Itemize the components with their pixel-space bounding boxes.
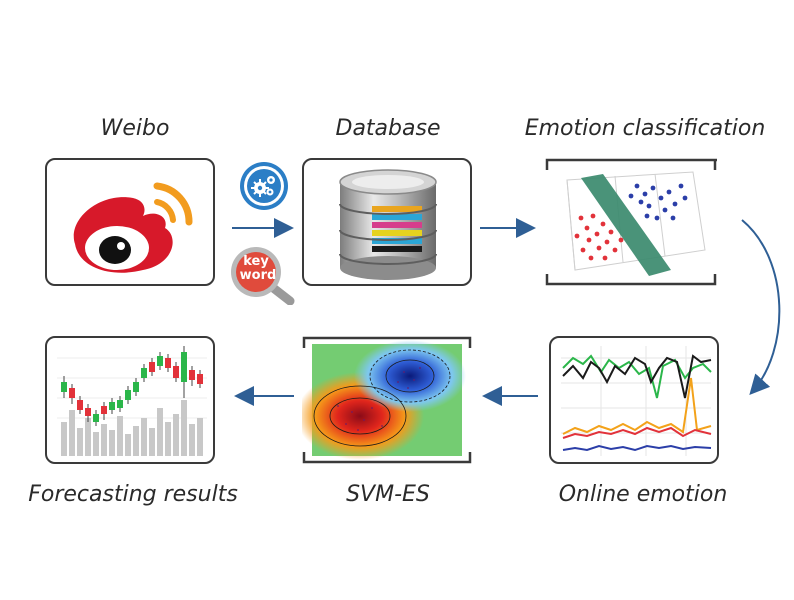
label-emotion-classification: Emotion classification: [524, 116, 766, 141]
online-emotion-panel: [549, 336, 719, 464]
keyword-magnifier-icon: key word: [226, 245, 302, 305]
label-weibo: Weibo: [100, 116, 170, 141]
label-forecasting-results: Forecasting results: [28, 482, 238, 507]
emotion-classification-panel: [545, 158, 717, 286]
weibo-logo-icon: [73, 182, 193, 273]
database-cylinder-icon: [339, 169, 437, 280]
label-online-emotion: Online emotion: [558, 482, 728, 507]
weibo-panel: [45, 158, 215, 286]
label-database: Database: [335, 116, 441, 141]
gear-cluster-icon: [240, 162, 288, 210]
arrow-classification-to-online: [741, 219, 781, 395]
keyword-badge-line1: key: [243, 254, 269, 269]
keyword-badge-line2: word: [239, 268, 277, 283]
database-panel: [302, 158, 472, 286]
svm-es-panel: [302, 336, 472, 464]
label-svm-es: SVM-ES: [346, 482, 430, 507]
forecasting-results-panel: [45, 336, 215, 464]
